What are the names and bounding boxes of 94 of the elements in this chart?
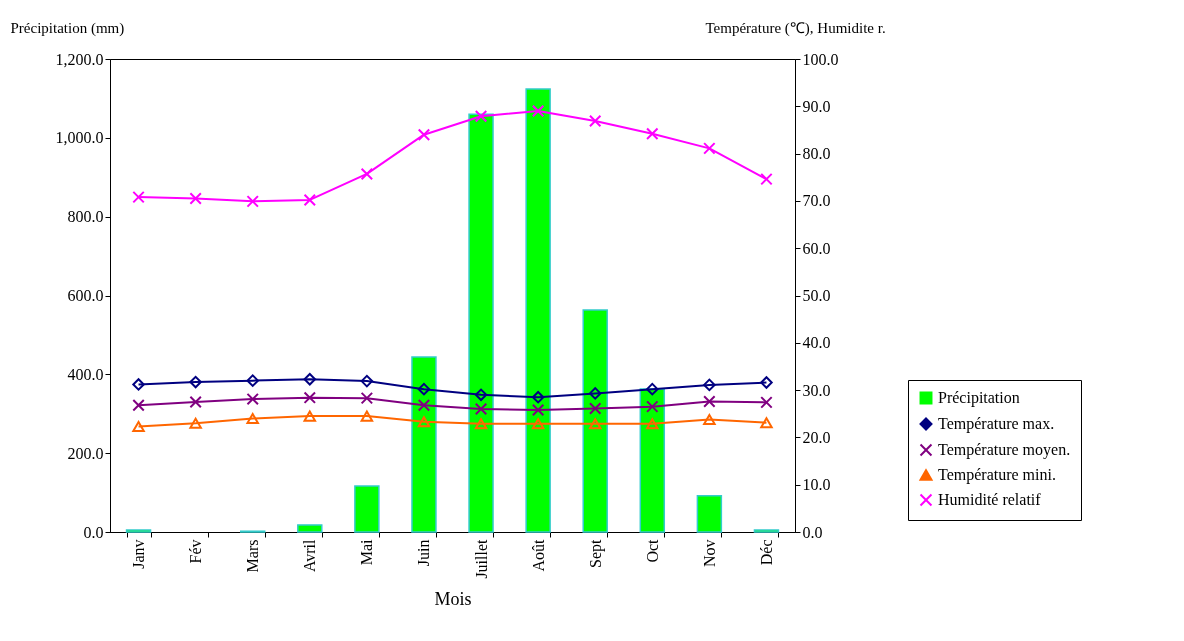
point	[246, 374, 259, 387]
point	[132, 190, 145, 204]
point	[703, 378, 716, 392]
y2-tick-label: 50.0	[802, 287, 831, 304]
point	[703, 413, 716, 425]
x-tick-label: Oct	[643, 538, 661, 563]
y-tick-label: 200.0	[67, 444, 104, 462]
point	[132, 398, 145, 412]
point	[588, 402, 602, 415]
y2-tick-label: 80.0	[802, 145, 831, 163]
point	[531, 418, 545, 430]
point	[531, 390, 545, 404]
point	[360, 410, 374, 422]
y2-tick-label: 0.0	[802, 523, 823, 541]
x-tick-label: Sept	[586, 538, 605, 568]
point	[303, 410, 317, 422]
y2-tick-label: 70.0	[802, 192, 831, 210]
point	[760, 376, 773, 389]
point	[646, 418, 659, 430]
point	[474, 388, 488, 402]
bar	[354, 485, 380, 533]
y2-tick-label: 100.0	[802, 50, 839, 68]
point	[360, 167, 374, 181]
y2-tick-label: 40.0	[802, 334, 831, 352]
point	[703, 395, 716, 408]
y2-tick-label: 60.0	[802, 239, 831, 257]
point	[360, 374, 374, 388]
point	[189, 192, 202, 205]
y-tick-label: 600.0	[67, 287, 104, 304]
x-tick-label: Déc	[757, 539, 775, 566]
point	[246, 195, 259, 208]
point	[417, 128, 431, 141]
point	[474, 109, 488, 123]
y2-axis-title: Température (℃), Humidite r.	[705, 19, 886, 37]
legend-label: Température moyen.	[938, 441, 1071, 459]
y2-tick-label: 30.0	[802, 381, 831, 399]
y-tick-label: 1,200.0	[55, 50, 104, 68]
bar	[468, 113, 494, 533]
point	[646, 127, 659, 140]
point	[246, 392, 259, 406]
point	[646, 400, 659, 413]
x-tick-label: Avril	[301, 538, 319, 573]
x-tick-label: Août	[529, 538, 547, 572]
point	[132, 420, 145, 433]
y-tick-label: 1,000.0	[55, 129, 104, 147]
point	[588, 387, 602, 400]
point	[646, 382, 659, 396]
point	[360, 391, 374, 405]
point	[189, 375, 202, 389]
point	[588, 114, 602, 128]
bar	[696, 494, 723, 533]
point	[303, 193, 317, 207]
y-axis-title: Précipitation (mm)	[10, 19, 125, 37]
x-axis-title: Mois	[434, 588, 472, 609]
point	[132, 378, 145, 391]
point	[531, 403, 545, 417]
legend-label: Humidité relatif	[938, 491, 1042, 508]
bar	[582, 309, 608, 533]
legend-label: Précipitation	[938, 389, 1020, 407]
point	[760, 172, 773, 186]
y-tick-label: 400.0	[67, 365, 104, 383]
y2-tick-label: 20.0	[802, 428, 831, 446]
x-tick-label: Fév	[187, 539, 205, 564]
point	[474, 418, 488, 430]
y-tick-label: 800.0	[67, 208, 104, 226]
bar	[639, 388, 666, 533]
bar	[297, 524, 323, 533]
point	[189, 417, 202, 429]
legend-label: Température mini.	[938, 466, 1056, 484]
legend-label: Température max.	[938, 415, 1055, 433]
point	[588, 418, 602, 430]
bar	[525, 88, 551, 533]
x-tick-label: Juin	[415, 539, 433, 567]
x-tick-label: Nov	[700, 539, 718, 568]
bar	[411, 356, 437, 533]
point	[760, 417, 773, 429]
point	[417, 416, 431, 428]
point	[303, 372, 317, 386]
point	[531, 104, 545, 118]
x-tick-label: Janv	[130, 539, 148, 569]
y2-tick-label: 90.0	[802, 97, 831, 115]
point	[189, 395, 202, 409]
y2-tick-label: 10.0	[802, 476, 831, 494]
x-tick-label: Mars	[244, 539, 262, 573]
x-tick-label: Mai	[358, 538, 376, 566]
point	[474, 402, 488, 416]
point	[417, 382, 431, 396]
point	[303, 391, 317, 404]
y-tick-label: 0.0	[83, 523, 104, 541]
point	[246, 412, 259, 425]
point	[417, 398, 431, 412]
point	[760, 396, 773, 409]
point	[703, 142, 716, 155]
x-tick-label: Juillet	[472, 538, 490, 579]
